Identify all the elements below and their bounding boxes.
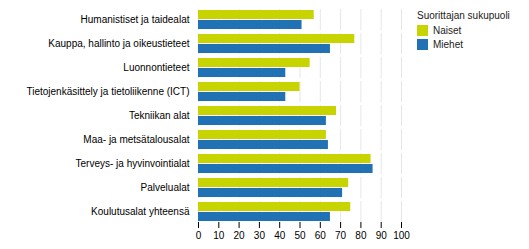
svg-text:Humanistiset ja taidealat: Humanistiset ja taidealat: [81, 14, 190, 25]
svg-text:Koulutusalat yhteensä: Koulutusalat yhteensä: [91, 206, 190, 217]
svg-text:20: 20: [234, 230, 246, 241]
html-text:Suorittajan sukupuoli: Suorittajan sukupuoli: [417, 10, 510, 21]
svg-text:Terveys- ja hyvinvointialat: Terveys- ja hyvinvointialat: [76, 158, 190, 169]
svg-text:100: 100: [393, 230, 410, 241]
svg-text:Palvelualat: Palvelualat: [141, 182, 190, 193]
svg-text:90: 90: [376, 230, 388, 241]
html-text:Naiset: Naiset: [433, 25, 462, 36]
svg-text:Luonnontieteet: Luonnontieteet: [123, 62, 189, 73]
html-text:Miehet: Miehet: [433, 39, 463, 50]
svg-text:10: 10: [213, 230, 225, 241]
svg-text:60: 60: [315, 230, 327, 241]
svg-text:50: 50: [294, 230, 306, 241]
svg-text:Tietojenkäsittely ja tietoliik: Tietojenkäsittely ja tietoliikenne (ICT): [26, 86, 189, 97]
svg-text:70: 70: [335, 230, 347, 241]
svg-text:80: 80: [355, 230, 367, 241]
svg-text:30: 30: [254, 230, 266, 241]
svg-text:40: 40: [274, 230, 286, 241]
svg-text:0: 0: [196, 230, 202, 241]
svg-text:Tekniikan alat: Tekniikan alat: [129, 110, 190, 121]
svg-text:Kauppa, hallinto ja oikeustiet: Kauppa, hallinto ja oikeustieteet: [48, 38, 189, 49]
svg-text:Maa- ja metsätalousalat: Maa- ja metsätalousalat: [83, 134, 189, 145]
